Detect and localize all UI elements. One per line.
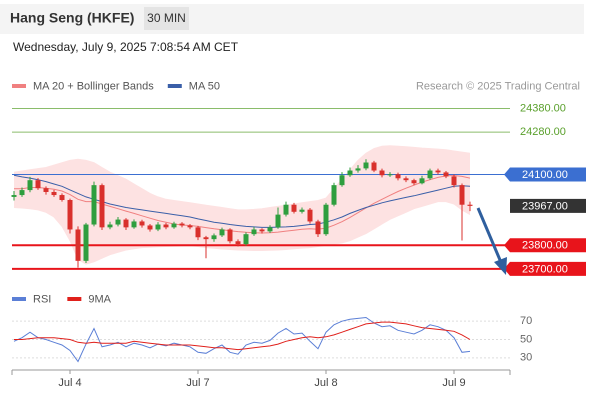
- candle-body: [155, 224, 161, 230]
- candle-body: [179, 223, 185, 226]
- x-tick-label: Jul 4: [58, 377, 81, 389]
- candle-body: [347, 170, 353, 176]
- candle-body: [451, 176, 457, 186]
- candle-body: [91, 185, 97, 225]
- legend-swatch: [67, 297, 82, 301]
- candle-body: [187, 225, 193, 228]
- candle-body: [291, 204, 297, 212]
- candle-body: [243, 234, 249, 245]
- x-tick-label: Jul 8: [314, 377, 337, 389]
- legend-swatch: [12, 297, 26, 301]
- candle-body: [251, 229, 257, 235]
- timeframe-label[interactable]: 30 MIN: [147, 11, 186, 25]
- candle-body: [299, 209, 305, 212]
- candle-body: [83, 224, 89, 261]
- candle-body: [211, 235, 217, 240]
- candle-body: [427, 170, 433, 179]
- bollinger-lower: [13, 201, 471, 265]
- legend-swatch: [12, 84, 26, 88]
- moving-average: [14, 174, 471, 234]
- candle-body: [355, 168, 361, 171]
- candle-body: [139, 221, 145, 226]
- legend-swatch: [167, 84, 182, 88]
- candle-body: [203, 237, 209, 240]
- candle-body: [315, 221, 321, 235]
- candle-body: [131, 221, 137, 228]
- candle-body: [411, 180, 417, 184]
- legend-label: MA 20 + Bollinger Bands: [33, 80, 154, 92]
- legend-label: 9MA: [88, 293, 111, 305]
- candle-body: [59, 195, 65, 200]
- candle-body: [443, 172, 449, 177]
- candle-body: [387, 174, 393, 176]
- level-label: 23700.00: [522, 263, 568, 275]
- candle-body: [379, 170, 385, 176]
- candle-body: [467, 204, 473, 206]
- candle-body: [323, 204, 329, 235]
- candle-body: [123, 219, 129, 228]
- level-label: 24280.00: [520, 126, 566, 138]
- level-box: [504, 238, 586, 253]
- candle-body: [419, 178, 425, 184]
- datetime: Wednesday, July 9, 2025 7:08:54 AM CET: [13, 40, 239, 54]
- candle-body: [227, 229, 233, 242]
- candle-body: [35, 180, 41, 189]
- candle-body: [115, 219, 121, 225]
- candle-body: [307, 209, 313, 222]
- level-box: [504, 261, 586, 276]
- candle-body: [43, 188, 49, 192]
- level-label: 23800.00: [522, 240, 568, 252]
- candle-body: [27, 180, 33, 191]
- level-label: 24380.00: [520, 102, 566, 114]
- indicator-line: [14, 321, 471, 351]
- candle-body: [195, 227, 201, 238]
- candle-body: [283, 204, 289, 215]
- moving-average: [13, 174, 471, 228]
- x-tick-label: Jul 9: [442, 377, 465, 389]
- bollinger-upper: [13, 145, 471, 211]
- candle-body: [459, 185, 465, 205]
- candle-body: [75, 229, 81, 261]
- forecast-arrow-head: [494, 257, 507, 275]
- candle-body: [99, 185, 105, 228]
- candle-body: [435, 170, 441, 173]
- y-tick-label: 50: [520, 333, 532, 345]
- candle-body: [363, 162, 369, 169]
- candle-body: [163, 224, 169, 228]
- candle-body: [259, 229, 265, 232]
- candle-body: [19, 190, 25, 196]
- candle-body: [403, 178, 409, 181]
- candle-body: [235, 241, 241, 245]
- level-label: 24100.00: [522, 169, 568, 181]
- candle-body: [107, 224, 113, 228]
- last-price-label: 23967.00: [522, 200, 568, 212]
- x-tick-label: Jul 7: [186, 377, 209, 389]
- candle-body: [267, 227, 273, 232]
- candle-body: [331, 185, 337, 205]
- legend-label: RSI: [33, 293, 51, 305]
- last-price-box: [510, 198, 586, 213]
- candle-body: [67, 199, 73, 230]
- instrument-title: Hang Seng (HKFE): [10, 10, 134, 26]
- marks: 24380.00 24280.00 24100.00 23967.00 23800.00…: [11, 80, 586, 389]
- forecast-arrow: [476, 207, 502, 261]
- level-box: [504, 167, 586, 182]
- candle-body: [51, 191, 57, 196]
- source: Research © 2025 Trading Central: [416, 80, 580, 92]
- y-tick-label: 70: [520, 315, 532, 327]
- y-tick-label: 30: [520, 352, 532, 364]
- legend-label: MA 50: [189, 80, 220, 92]
- bollinger-band: [14, 145, 470, 265]
- candle-body: [11, 195, 17, 197]
- candle-body: [171, 223, 177, 228]
- candle-body: [147, 225, 153, 230]
- header-bar: [0, 4, 584, 34]
- candle-body: [371, 162, 377, 171]
- candle-body: [219, 229, 225, 236]
- candle-body: [395, 174, 401, 179]
- candle-body: [275, 214, 281, 228]
- timeframe-chip[interactable]: [144, 7, 189, 30]
- candle-body: [339, 175, 345, 186]
